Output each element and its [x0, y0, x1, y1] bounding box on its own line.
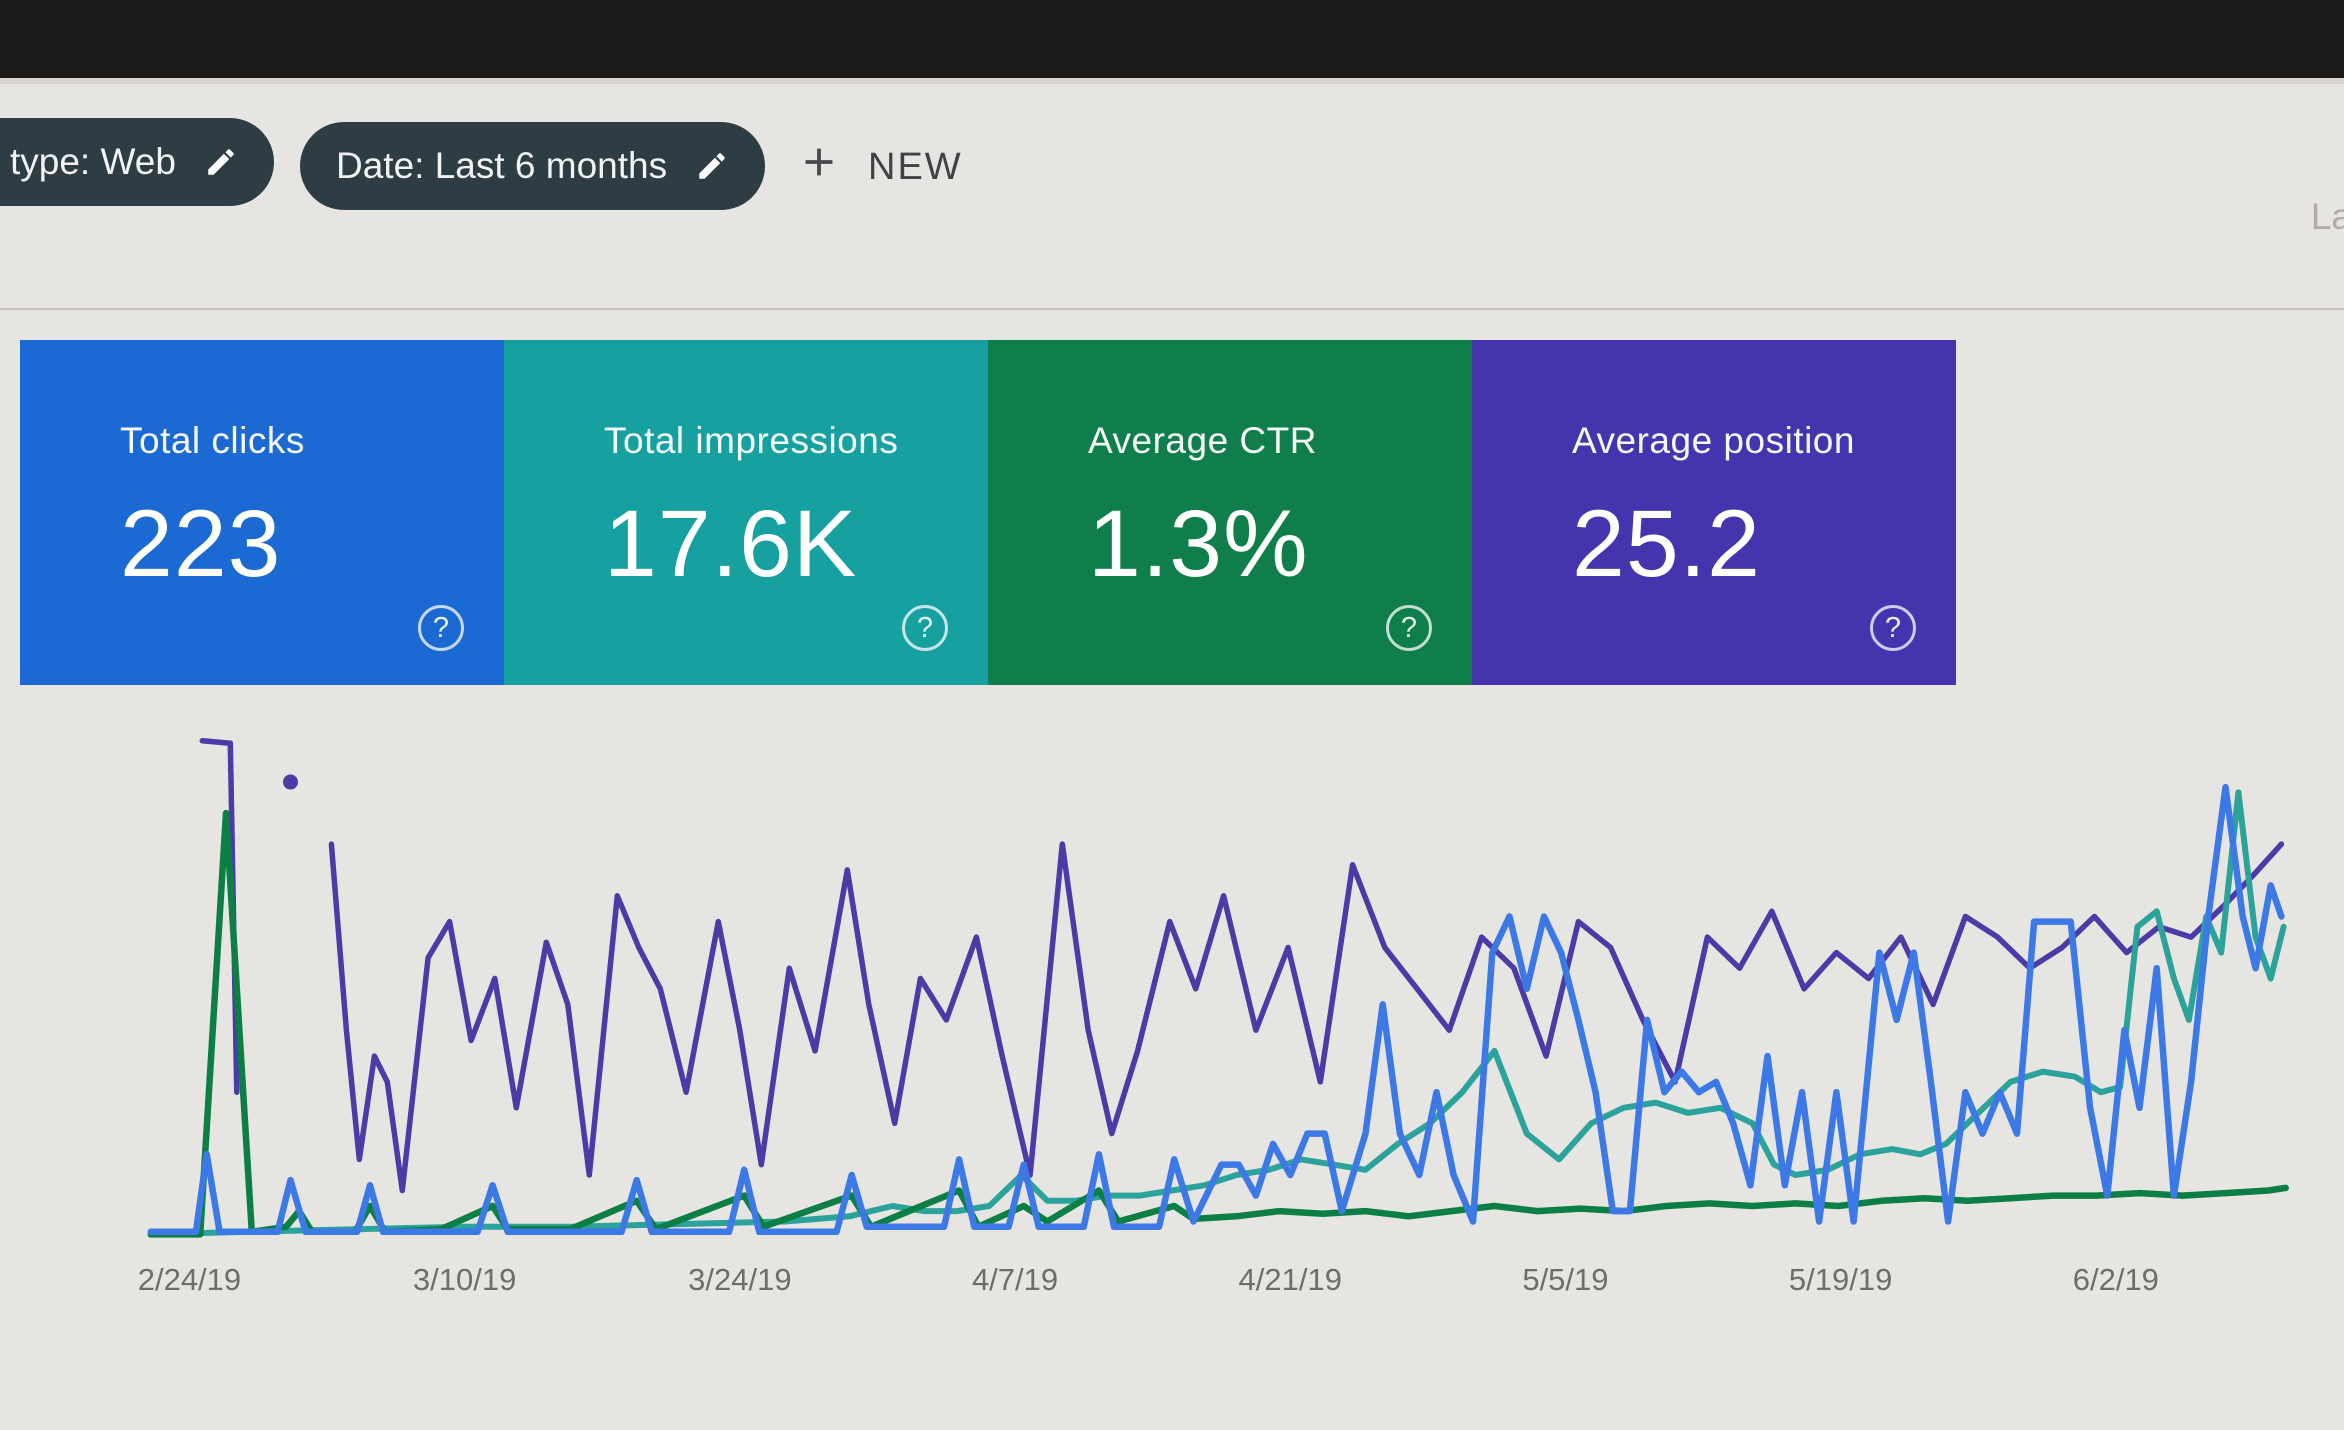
edit-icon[interactable] [695, 149, 729, 183]
help-icon[interactable]: ? [902, 605, 948, 651]
help-icon[interactable]: ? [1386, 605, 1432, 651]
help-icon[interactable]: ? [418, 605, 464, 651]
card-value: 17.6K [604, 491, 858, 597]
partial-corner-text: La [2310, 196, 2344, 237]
x-axis-tick-label: 3/10/19 [412, 1262, 517, 1297]
filter-chip-date[interactable]: Date: Last 6 months [300, 122, 766, 210]
x-axis-tick-label: 2/24/19 [137, 1262, 242, 1297]
filter-bar: type: Web Date: Last 6 months NEW [0, 112, 2344, 237]
metric-cards: Total clicks 223 ? Total impressions 17.… [20, 340, 1956, 685]
x-axis-tick-label: 5/5/19 [1522, 1262, 1609, 1297]
filter-chip-search-type[interactable]: type: Web [0, 118, 274, 206]
x-axis-tick-label: 6/2/19 [2072, 1262, 2159, 1297]
x-axis-tick-label: 4/7/19 [971, 1262, 1059, 1297]
card-total-clicks[interactable]: Total clicks 223 ? [20, 340, 504, 685]
card-average-ctr[interactable]: Average CTR 1.3% ? [988, 340, 1472, 685]
x-axis-labels: 2/24/19 3/10/19 3/24/19 4/7/19 4/21/19 5/5/19… [0, 1262, 2344, 1312]
card-total-impressions[interactable]: Total impressions 17.6K ? [504, 340, 988, 685]
x-axis-tick-label: 5/19/19 [1788, 1262, 1893, 1297]
bezel-highlight-line [0, 78, 2344, 84]
x-axis-tick-label: 3/24/19 [688, 1262, 792, 1297]
filter-chip-date-label: Date: Last 6 months [336, 145, 668, 186]
card-average-position[interactable]: Average position 25.2 ? [1472, 340, 1956, 685]
help-icon[interactable]: ? [1870, 605, 1916, 651]
chart-svg[interactable] [0, 690, 2344, 1290]
card-label: Total clicks [120, 420, 305, 461]
filter-chip-search-type-label: type: Web [10, 141, 176, 182]
card-value: 1.3% [1088, 491, 1309, 597]
card-label: Total impressions [604, 420, 899, 461]
header-divider [0, 308, 2344, 310]
new-filter-button[interactable]: NEW [790, 138, 969, 196]
card-label: Average CTR [1088, 420, 1317, 461]
isolated-data-point-position [283, 774, 298, 790]
performance-chart: 2/24/19 3/10/19 3/24/19 4/7/19 4/21/19 5/5/19… [0, 690, 2344, 1370]
new-button-label: NEW [868, 145, 963, 188]
card-value: 223 [120, 491, 282, 597]
edit-icon[interactable] [204, 145, 238, 179]
monitor-bezel-bar [0, 0, 2344, 78]
series-line-clicks [147, 783, 2285, 1236]
card-value: 25.2 [1572, 491, 1761, 597]
x-axis-tick-label: 4/21/19 [1238, 1262, 1342, 1297]
plus-icon [796, 139, 842, 195]
card-label: Average position [1572, 420, 1855, 461]
